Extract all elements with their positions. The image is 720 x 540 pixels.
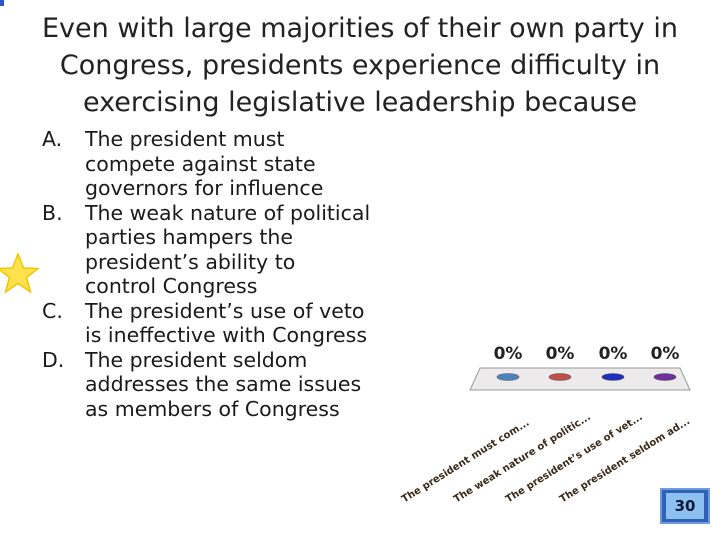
answer-option-a[interactable]: A. The president must compete against st… bbox=[42, 127, 372, 201]
answer-text: The president’s use of veto is ineffecti… bbox=[85, 298, 368, 348]
bar-2 bbox=[601, 373, 625, 381]
response-chart-svg bbox=[469, 367, 691, 391]
countdown-value: 30 bbox=[666, 493, 704, 519]
answer-text: The weak nature of political parties ham… bbox=[85, 200, 371, 299]
answer-list: A. The president must compete against st… bbox=[42, 127, 372, 421]
value-label-c: 0% bbox=[598, 344, 628, 364]
answer-option-d[interactable]: D. The president seldom addresses the sa… bbox=[42, 348, 372, 422]
correct-answer-star-icon bbox=[0, 252, 40, 294]
answer-option-c[interactable]: C. The president’s use of veto is ineffe… bbox=[42, 299, 372, 348]
corner-marker bbox=[0, 0, 4, 6]
answer-option-b[interactable]: B. The weak nature of political parties … bbox=[42, 201, 372, 299]
bar-3 bbox=[653, 373, 677, 381]
response-chart: 0% 0% 0% 0% The president must com... Th… bbox=[380, 330, 710, 530]
value-label-d: 0% bbox=[650, 344, 680, 364]
answer-text: The president seldom addresses the same … bbox=[85, 347, 362, 421]
chart-floor bbox=[469, 367, 691, 391]
bar-0 bbox=[496, 373, 520, 381]
answer-letter: C. bbox=[42, 298, 63, 323]
answer-letter: D. bbox=[42, 347, 65, 372]
question-title: Even with large majorities of their own … bbox=[42, 13, 678, 118]
value-label-a: 0% bbox=[493, 344, 523, 364]
answer-text: The president must compete against state… bbox=[85, 127, 324, 200]
answer-letter: A. bbox=[42, 127, 63, 151]
answer-letter: B. bbox=[42, 200, 63, 225]
countdown-timer: 30 bbox=[660, 488, 710, 524]
value-label-b: 0% bbox=[545, 344, 575, 364]
bar-1 bbox=[548, 373, 572, 381]
